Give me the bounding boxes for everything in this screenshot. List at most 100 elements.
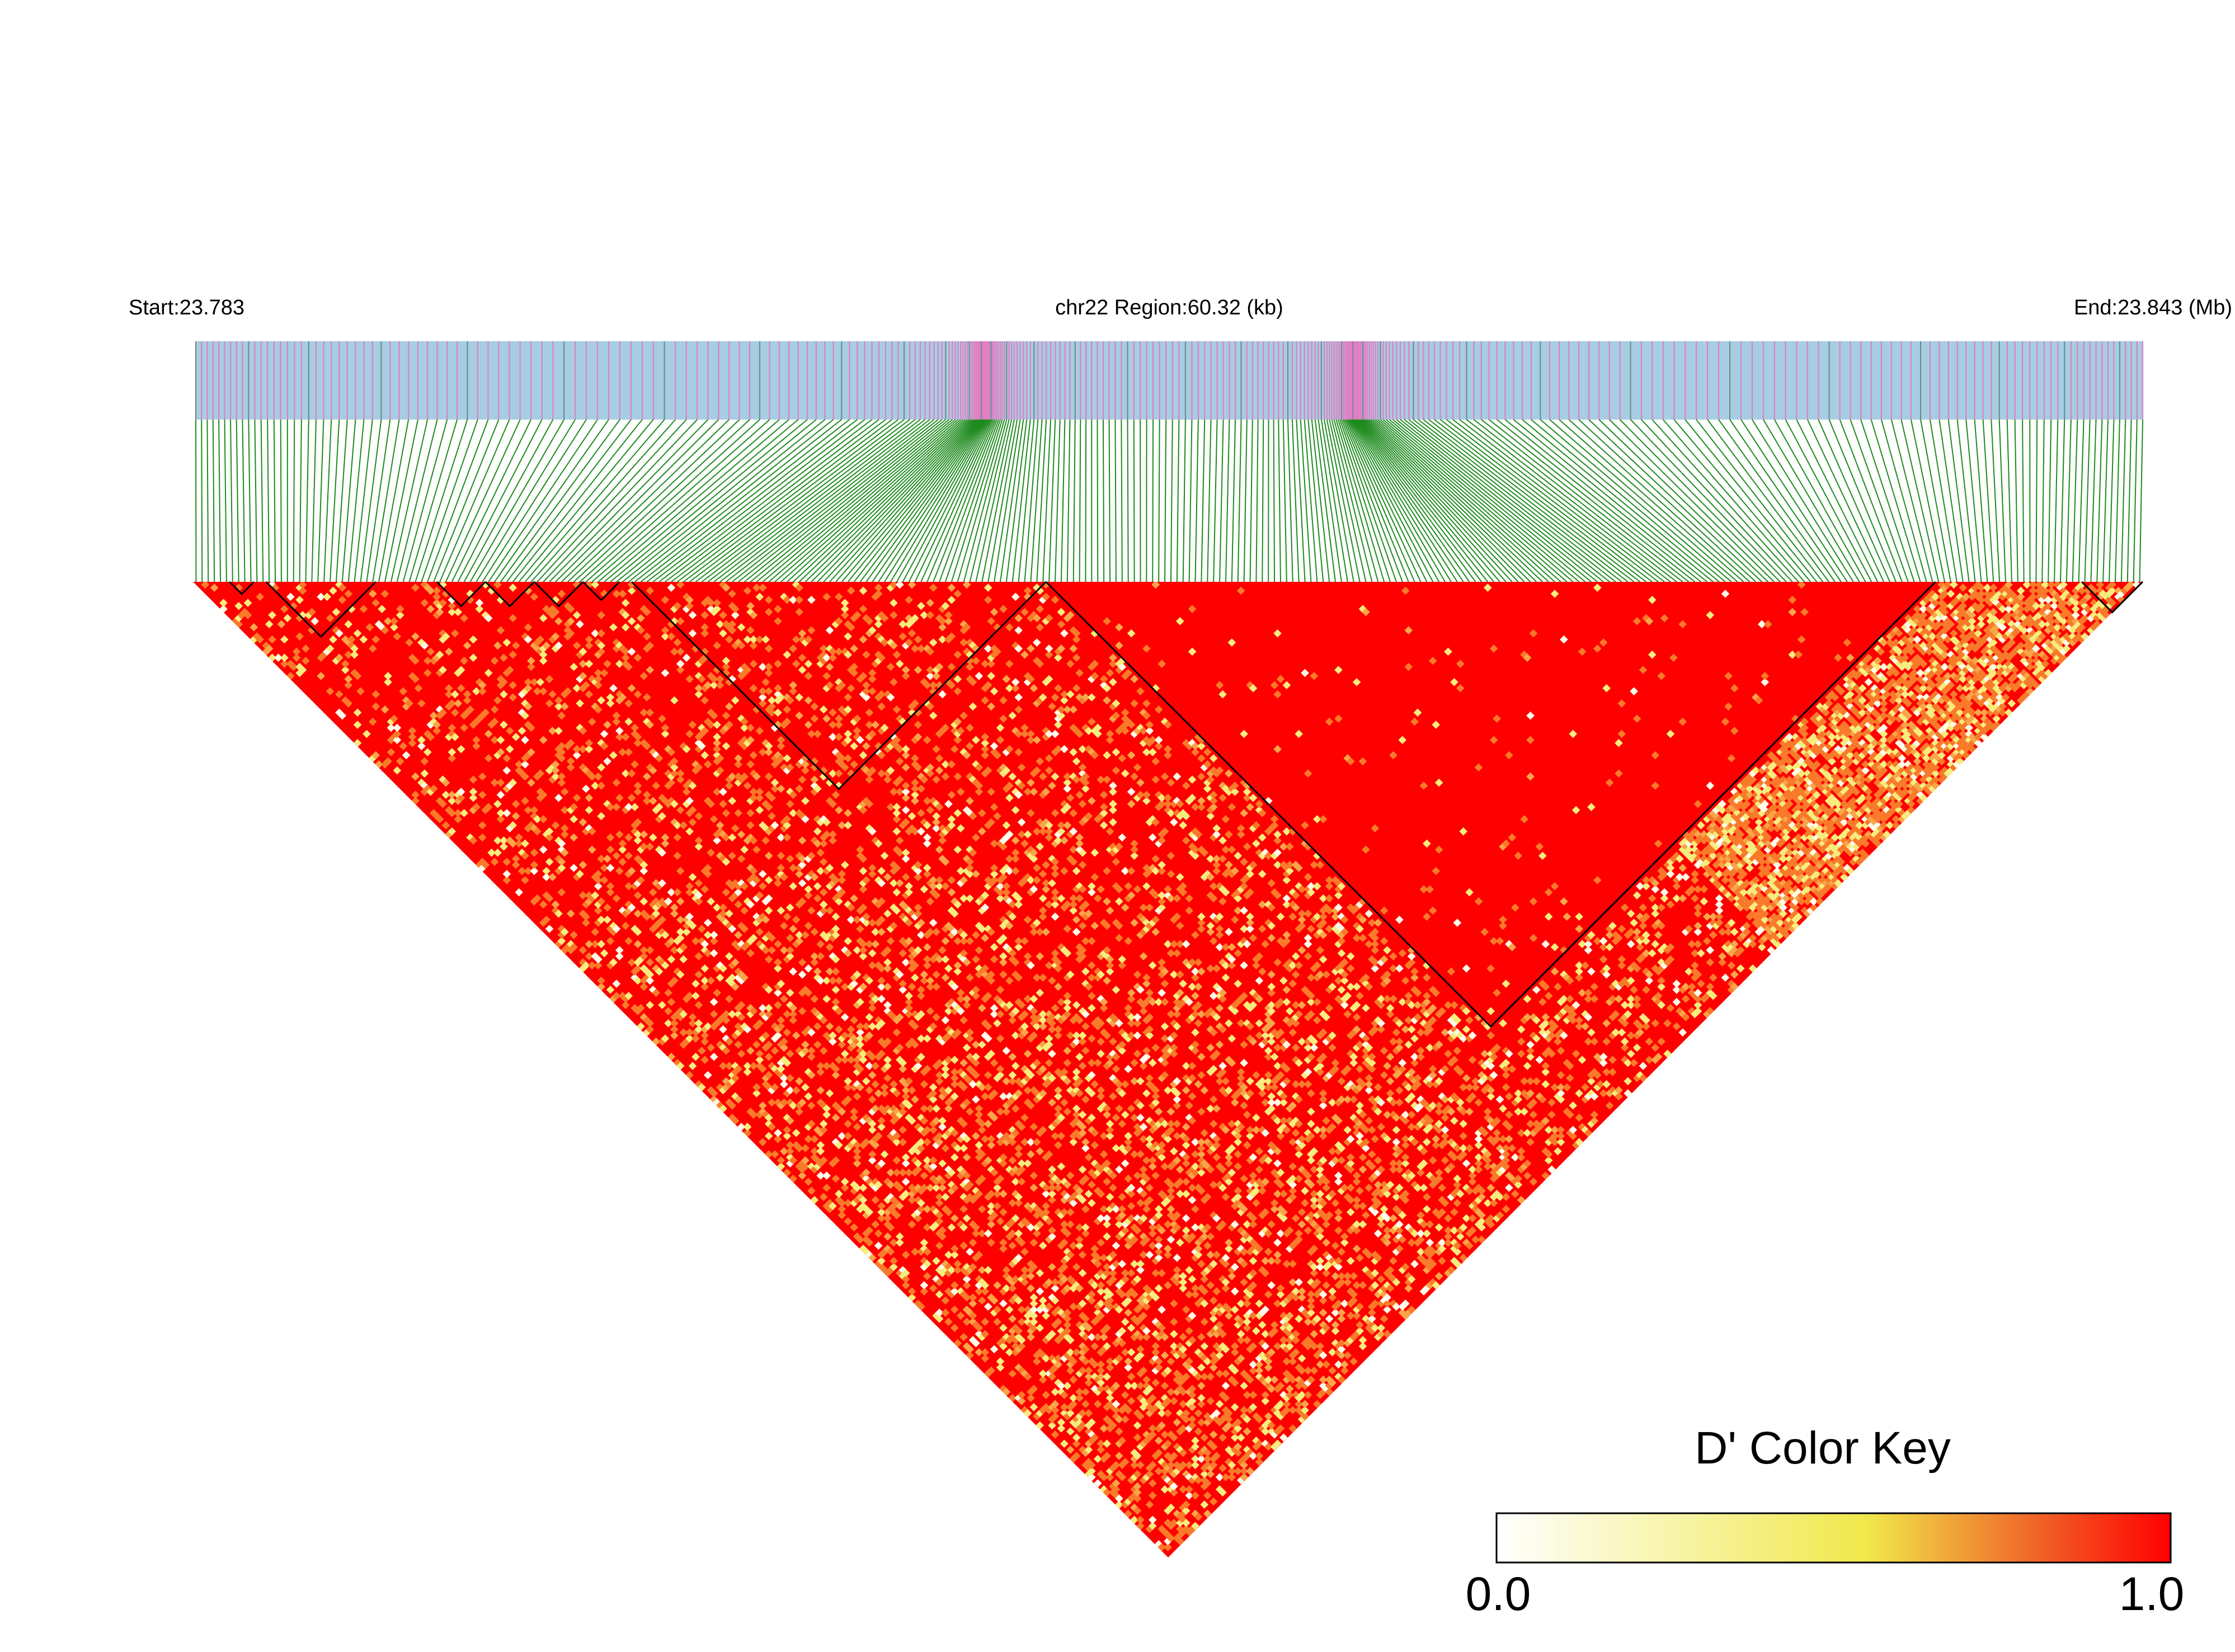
ld-cell: [554, 909, 563, 918]
snp-connector: [1219, 419, 1224, 582]
ld-cell: [1093, 1455, 1102, 1463]
ld-cell: [396, 757, 404, 766]
ld-cell: [441, 821, 450, 830]
ld-cell: [1099, 1473, 1108, 1481]
snp-connector: [1102, 419, 1105, 582]
ld-cell: [1072, 1452, 1081, 1460]
ld-cell: [734, 1095, 743, 1104]
region-title: chr22 Region:60.32 (kb): [1055, 296, 1283, 319]
snp-connector: [665, 419, 879, 582]
snp-connector: [622, 419, 826, 582]
ld-cell: [542, 915, 550, 924]
snp-connector: [1974, 419, 1988, 582]
ld-cell: [1166, 1534, 1175, 1542]
snp-connector: [518, 419, 654, 582]
snp-connector: [2084, 419, 2091, 582]
snp-connector: [1353, 419, 1464, 582]
ld-cell: [890, 1256, 898, 1265]
snp-connector: [859, 419, 983, 582]
snp-connector: [549, 419, 709, 582]
ld-cell: [411, 790, 420, 799]
snp-connector: [1860, 419, 1915, 582]
ld-cell: [874, 1229, 883, 1238]
snp-connector: [1304, 419, 1318, 582]
ld-cell: [768, 1123, 776, 1131]
ld-cell: [292, 653, 301, 662]
ld-cell: [1048, 1421, 1056, 1430]
ld-cell: [578, 946, 587, 954]
snp-connector: [1389, 419, 1586, 582]
ld-cell: [670, 1025, 679, 1034]
ld-cell: [935, 1309, 944, 1317]
snp-connector: [1404, 419, 1610, 582]
snp-connector: [317, 419, 324, 582]
snp-connector: [1796, 419, 1879, 582]
snp-connector: [2065, 419, 2072, 582]
snp-connector: [1598, 419, 1768, 582]
ld-cell: [302, 656, 310, 665]
snp-connector: [1763, 419, 1860, 582]
snp-connector: [1188, 419, 1193, 582]
ld-cell: [850, 1223, 858, 1232]
snp-connector: [872, 419, 985, 582]
snp-connector: [1243, 419, 1248, 582]
snp-connector: [804, 419, 972, 582]
snp-connector: [756, 419, 953, 582]
ld-cell: [646, 1019, 655, 1028]
ld-cell: [874, 1241, 883, 1250]
snp-connector: [1696, 419, 1824, 582]
ld-cell: [646, 1025, 655, 1034]
snp-connector: [323, 419, 332, 582]
snp-connector: [218, 419, 222, 582]
snp-connector: [1036, 419, 1047, 582]
ld-cell: [570, 930, 578, 939]
snp-connector: [1651, 419, 1799, 582]
ld-cells: [201, 582, 2141, 1552]
ld-cell: [770, 1150, 779, 1159]
ld-cell: [798, 1171, 807, 1180]
snp-connector: [1434, 419, 1647, 582]
snp-connector: [1740, 419, 1848, 582]
snp-connector: [341, 419, 356, 582]
snp-connector: [524, 419, 665, 582]
snp-connector: [506, 419, 632, 582]
snp-connector: [1466, 419, 1677, 582]
snp-connector: [433, 419, 500, 582]
ld-cell: [435, 815, 444, 823]
snp-connector: [1182, 419, 1186, 582]
snp-connector: [1066, 419, 1071, 582]
snp-connector: [1213, 419, 1218, 582]
ld-cell: [929, 1284, 938, 1293]
ld-cell: [966, 1345, 974, 1354]
snp-connector: [1314, 419, 1336, 582]
snp-connector: [798, 419, 970, 582]
snp-connector: [1850, 419, 1909, 582]
snp-connector: [2090, 419, 2097, 582]
ld-cell: [481, 860, 490, 869]
ld-cell: [594, 955, 603, 964]
snp-connector: [1296, 419, 1306, 582]
ld-cell: [688, 1062, 697, 1070]
ld-cell: [646, 1001, 655, 1009]
ld-cell: [371, 751, 380, 760]
snp-connector: [311, 419, 317, 582]
snp-connector: [591, 419, 780, 582]
snp-connector: [914, 419, 993, 582]
snp-connector: [1085, 419, 1087, 582]
snp-connector: [762, 419, 956, 582]
ld-cell: [764, 1132, 773, 1140]
snp-connector: [273, 419, 276, 582]
snp-connector: [1673, 419, 1811, 582]
snp-connector: [1392, 419, 1592, 582]
snp-connector: [242, 419, 246, 582]
snp-connector: [1225, 419, 1230, 582]
snp-connector: [1341, 419, 1403, 582]
snp-connector: [1359, 419, 1500, 582]
snp-connector: [567, 419, 740, 582]
ld-cell: [1072, 1439, 1081, 1448]
snp-connector: [1481, 419, 1690, 582]
snp-connector: [573, 419, 750, 582]
snp-connector: [267, 419, 270, 582]
snp-connector: [884, 419, 987, 582]
snp-connector: [2109, 419, 2115, 582]
